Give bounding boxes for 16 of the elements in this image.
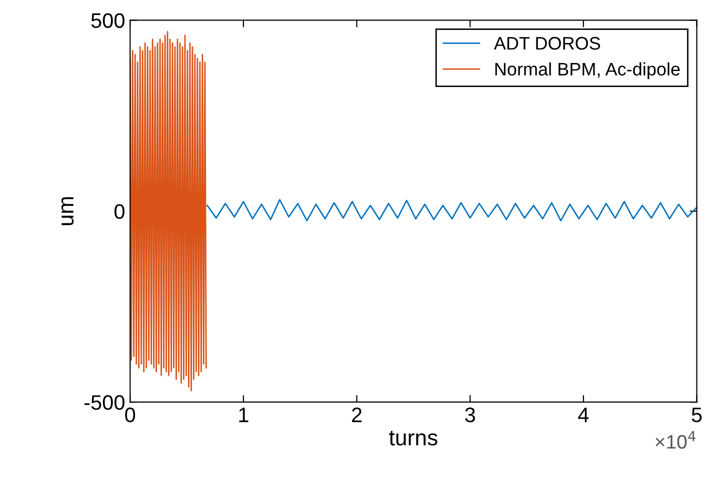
x-tick-label: 5 bbox=[692, 408, 702, 422]
y-tick-label: -500 bbox=[84, 395, 124, 410]
x-tick-label: 3 bbox=[465, 408, 475, 422]
x-tick-label: 2 bbox=[352, 408, 362, 422]
x-tick-label: 0 bbox=[125, 408, 136, 422]
y-tick-label: 0 bbox=[114, 204, 124, 219]
x-tick-label: 4 bbox=[578, 408, 589, 422]
y-axis-title: um bbox=[61, 197, 74, 226]
line-series bbox=[130, 30, 207, 392]
line-series bbox=[206, 199, 697, 222]
y-tick-label: 500 bbox=[91, 13, 124, 28]
legend-label: Normal BPM, Ac-dipole bbox=[495, 62, 680, 80]
text: ×10$^{4}$ bbox=[656, 431, 696, 449]
x-axis-title: turns bbox=[389, 430, 438, 446]
x-tick-label: 1 bbox=[239, 408, 248, 422]
legend-label: ADT DOROS bbox=[494, 36, 600, 50]
